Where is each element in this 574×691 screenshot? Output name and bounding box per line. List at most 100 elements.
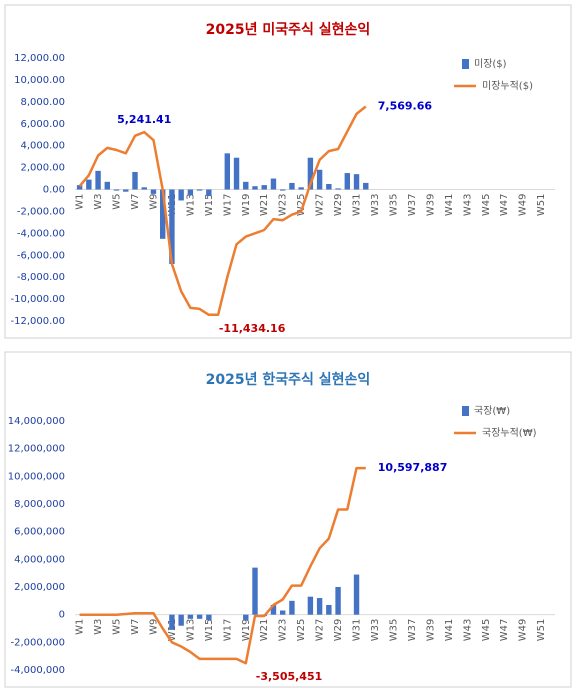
x-tick-label: W51 bbox=[536, 194, 547, 217]
x-tick-label: W3 bbox=[93, 619, 104, 635]
bar bbox=[316, 598, 323, 615]
y-tick-label: 0 bbox=[59, 610, 65, 621]
bar bbox=[252, 186, 258, 190]
bar bbox=[307, 157, 314, 190]
x-tick-label: W33 bbox=[370, 194, 381, 217]
x-tick-label: W1 bbox=[75, 619, 86, 635]
x-tick-label: W19 bbox=[241, 194, 252, 217]
bar bbox=[243, 181, 249, 190]
bar bbox=[224, 153, 231, 190]
x-tick-label: W43 bbox=[462, 619, 473, 642]
x-tick-label: W37 bbox=[407, 619, 418, 642]
y-tick-label: -4,000.00 bbox=[17, 228, 65, 239]
x-tick-label: W45 bbox=[481, 619, 492, 642]
bar bbox=[270, 178, 277, 190]
x-tick-label: W3 bbox=[93, 194, 104, 210]
x-tick-label: W29 bbox=[333, 194, 344, 217]
y-tick-label: -12,000.00 bbox=[10, 316, 65, 327]
y-tick-label: 2,000.00 bbox=[20, 163, 65, 174]
x-tick-label: W1 bbox=[75, 194, 86, 210]
legend-swatch bbox=[462, 406, 469, 416]
data-label: 5,241.41 bbox=[117, 113, 171, 126]
bar bbox=[353, 574, 360, 615]
y-tick-label: 6,000.00 bbox=[20, 119, 65, 130]
y-tick-label: -4,000,000 bbox=[10, 665, 65, 676]
y-tick-label: 10,000.00 bbox=[14, 75, 65, 86]
x-tick-label: W35 bbox=[388, 619, 399, 642]
bar bbox=[196, 614, 203, 619]
x-tick-label: W27 bbox=[315, 194, 326, 217]
y-tick-label: 12,000,000 bbox=[8, 444, 65, 455]
bar bbox=[95, 170, 101, 190]
x-tick-label: W37 bbox=[407, 194, 418, 217]
x-tick-label: W19 bbox=[241, 619, 252, 642]
bar bbox=[150, 189, 157, 194]
x-tick-label: W49 bbox=[518, 194, 529, 217]
x-tick-label: W7 bbox=[130, 619, 141, 635]
bar bbox=[261, 185, 267, 190]
legend-swatch bbox=[462, 59, 469, 69]
y-tick-label: -6,000.00 bbox=[17, 250, 65, 261]
bar bbox=[178, 189, 184, 201]
y-tick-label: 2,000,000 bbox=[14, 582, 65, 593]
x-tick-label: W51 bbox=[536, 619, 547, 642]
legend-label: 미장누적($) bbox=[482, 80, 533, 92]
bar bbox=[159, 189, 166, 239]
bar bbox=[113, 189, 120, 191]
x-tick-label: W11 bbox=[167, 619, 178, 642]
x-tick-label: W9 bbox=[148, 619, 159, 635]
bar bbox=[104, 181, 111, 190]
x-tick-label: W23 bbox=[278, 619, 289, 642]
legend-label: 미장($) bbox=[474, 58, 507, 70]
bar bbox=[206, 614, 212, 621]
x-tick-label: W17 bbox=[222, 619, 233, 642]
x-tick-label: W31 bbox=[352, 194, 363, 217]
x-tick-label: W5 bbox=[112, 194, 123, 210]
chart-title: 2025년 미국주식 실현손익 bbox=[206, 21, 371, 38]
y-tick-label: 12,000.00 bbox=[14, 53, 65, 64]
y-tick-label: -2,000,000 bbox=[10, 637, 65, 648]
x-tick-label: W15 bbox=[204, 619, 215, 642]
x-tick-label: W29 bbox=[333, 619, 344, 642]
x-tick-label: W7 bbox=[130, 194, 141, 210]
y-tick-label: 8,000,000 bbox=[14, 499, 65, 510]
bar bbox=[178, 614, 184, 626]
bar bbox=[206, 189, 212, 197]
data-label: 10,597,887 bbox=[378, 461, 448, 474]
bar bbox=[243, 614, 249, 621]
legend-label: 국장누적(₩) bbox=[482, 427, 537, 439]
data-label: 7,569.66 bbox=[378, 100, 433, 113]
x-tick-label: W25 bbox=[296, 194, 307, 217]
y-tick-label: 8,000.00 bbox=[20, 97, 65, 108]
bar bbox=[132, 171, 138, 190]
legend-label: 국장(₩) bbox=[474, 405, 510, 417]
bar bbox=[298, 187, 304, 190]
x-tick-label: W35 bbox=[388, 194, 399, 217]
chart-frame bbox=[4, 351, 572, 688]
bar bbox=[289, 600, 295, 615]
x-tick-label: W47 bbox=[499, 619, 510, 642]
bar bbox=[335, 587, 341, 615]
bar bbox=[187, 614, 194, 619]
y-tick-label: -10,000.00 bbox=[10, 294, 65, 305]
bar bbox=[169, 614, 175, 630]
bar bbox=[326, 604, 332, 615]
x-tick-label: W21 bbox=[259, 619, 270, 642]
bar bbox=[123, 189, 129, 192]
bar bbox=[363, 182, 369, 190]
x-tick-label: W25 bbox=[296, 619, 307, 642]
x-tick-label: W39 bbox=[425, 619, 436, 642]
x-tick-label: W47 bbox=[499, 194, 510, 217]
bar bbox=[252, 567, 258, 615]
y-tick-label: 14,000,000 bbox=[8, 416, 65, 427]
y-tick-label: 4,000.00 bbox=[20, 141, 65, 152]
x-tick-label: W21 bbox=[259, 194, 270, 217]
x-tick-label: W31 bbox=[352, 619, 363, 642]
x-tick-label: W41 bbox=[444, 619, 455, 642]
x-tick-label: W33 bbox=[370, 619, 381, 642]
bar bbox=[289, 182, 295, 190]
bar bbox=[270, 604, 277, 615]
bar bbox=[169, 189, 175, 265]
bar bbox=[307, 596, 314, 615]
